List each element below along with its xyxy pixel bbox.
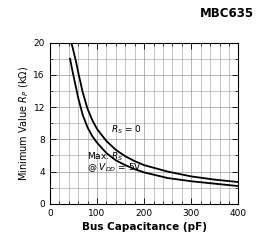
Text: @ $V_{DD}$ = 5V: @ $V_{DD}$ = 5V	[86, 161, 141, 174]
Y-axis label: Minimum Value $R_P$ (k$\Omega$): Minimum Value $R_P$ (k$\Omega$)	[17, 66, 31, 181]
Text: $R_S$ = 0: $R_S$ = 0	[111, 124, 142, 137]
Text: MBC635: MBC635	[200, 7, 254, 20]
Text: Max. $R_S$: Max. $R_S$	[86, 150, 123, 163]
X-axis label: Bus Capacitance (pF): Bus Capacitance (pF)	[81, 222, 207, 232]
